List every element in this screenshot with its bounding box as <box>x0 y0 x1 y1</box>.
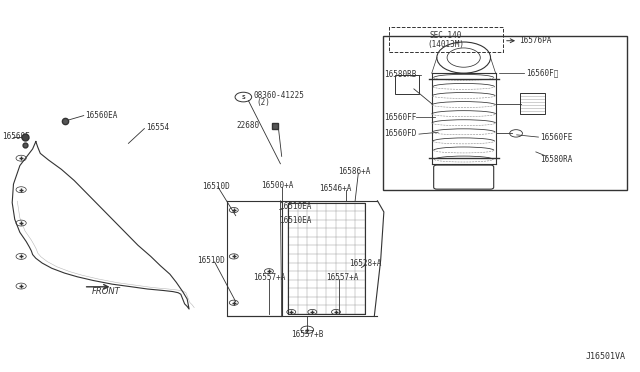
Bar <box>383 36 627 190</box>
Text: SEC.140: SEC.140 <box>429 31 462 40</box>
Text: 16510EA: 16510EA <box>279 202 312 211</box>
Bar <box>389 27 502 52</box>
Text: J16501VA: J16501VA <box>585 352 625 361</box>
Text: 16560FE: 16560FE <box>540 133 572 142</box>
Text: 08360-41225: 08360-41225 <box>253 92 305 100</box>
Bar <box>395 75 419 94</box>
Text: 16560FF: 16560FF <box>384 113 416 122</box>
Text: 16528+A: 16528+A <box>349 259 381 268</box>
Text: 16557+B: 16557+B <box>291 330 324 340</box>
Text: S: S <box>241 94 245 100</box>
Text: 16560E: 16560E <box>2 132 29 141</box>
Bar <box>520 93 545 114</box>
Text: 22680: 22680 <box>236 122 259 131</box>
Text: 16580RA: 16580RA <box>540 155 572 164</box>
Text: 16500+A: 16500+A <box>261 181 294 190</box>
Text: 16560FⅡ: 16560FⅡ <box>525 68 558 77</box>
Text: FRONT: FRONT <box>92 287 120 296</box>
Text: 16586+A: 16586+A <box>338 167 371 176</box>
Text: 16554: 16554 <box>147 123 170 132</box>
Text: 16510D: 16510D <box>202 182 230 190</box>
Text: 16576PA: 16576PA <box>519 36 552 45</box>
Text: 16557+A: 16557+A <box>253 273 285 282</box>
Text: 16580RB: 16580RB <box>384 70 416 79</box>
Text: 16510EA: 16510EA <box>279 216 312 225</box>
Text: 16560EA: 16560EA <box>85 111 117 120</box>
Text: 16560FD: 16560FD <box>384 129 416 138</box>
Text: 16557+A: 16557+A <box>326 273 359 282</box>
Text: (14013M): (14013M) <box>428 40 464 49</box>
Text: (2): (2) <box>256 98 270 107</box>
Text: 16546+A: 16546+A <box>319 184 351 193</box>
Text: 16510D: 16510D <box>197 256 225 265</box>
